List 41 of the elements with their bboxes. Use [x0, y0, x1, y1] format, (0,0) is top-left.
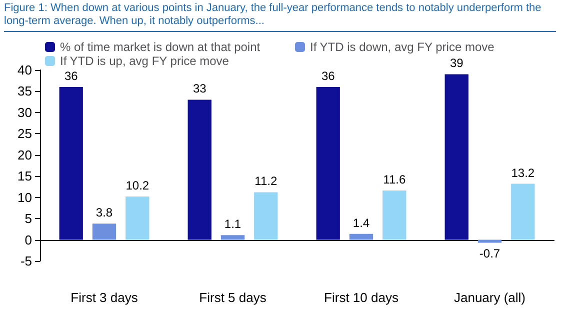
y-tick-label: 35 — [18, 84, 32, 99]
y-tick-label: 10 — [18, 190, 32, 205]
x-tick-label: January (all) — [454, 290, 526, 305]
bar — [220, 235, 245, 240]
bar — [382, 190, 406, 240]
legend-label: % of time market is down at that point — [60, 40, 261, 54]
bar — [254, 192, 278, 240]
data-label: 33 — [192, 82, 207, 96]
y-tick-label: -5 — [20, 254, 32, 268]
y-tick-label: 0 — [24, 232, 32, 248]
bar — [316, 86, 340, 240]
bar — [511, 184, 535, 240]
bar — [59, 86, 83, 240]
x-tick-label: First 3 days — [70, 290, 138, 305]
legend-label: If YTD is up, avg FY price move — [60, 54, 230, 68]
y-tick-label: 25 — [18, 126, 32, 142]
data-label: 1.1 — [224, 217, 242, 232]
data-label: 1.4 — [352, 216, 370, 230]
y-tick-label: 5 — [24, 211, 32, 226]
bar — [126, 196, 150, 240]
data-label: 11.2 — [254, 174, 278, 188]
data-label: -0.7 — [479, 246, 500, 261]
bar — [92, 224, 116, 240]
data-label: 10.2 — [126, 178, 150, 192]
x-tick-label: First 5 days — [199, 290, 267, 305]
y-tick-label: 15 — [18, 168, 32, 184]
data-label: 11.6 — [383, 172, 406, 187]
y-tick-label: 30 — [18, 104, 32, 120]
y-tick-label: 40 — [18, 62, 32, 78]
bar — [188, 100, 212, 240]
data-label: 36 — [321, 68, 336, 83]
data-label: 13.2 — [511, 166, 535, 180]
bar — [444, 74, 468, 240]
data-label: 39 — [450, 56, 464, 70]
data-label: 36 — [64, 68, 78, 83]
y-tick-label: 20 — [18, 147, 32, 162]
chart-title: Figure 1: When down at various points in January, the full-year performance tends to notably underperform the long-term average. When up, it notably outperforms... — [4, 2, 556, 32]
data-label: 3.8 — [96, 206, 113, 220]
legend-label: If YTD is down, avg FY price move — [310, 40, 495, 54]
bar — [349, 234, 374, 240]
x-tick-label: First 10 days — [324, 290, 399, 305]
